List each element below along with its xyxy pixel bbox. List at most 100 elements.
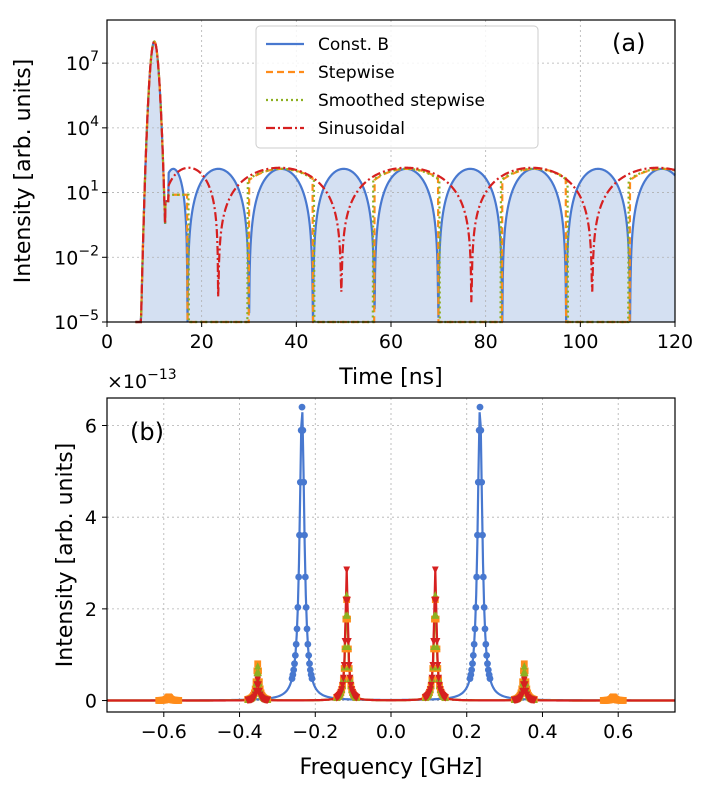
b-marker-const-b: [291, 660, 298, 668]
b-x-tick-label: −0.6: [141, 721, 187, 743]
b-marker-const-b: [468, 666, 476, 674]
b-marker-const-b: [481, 625, 489, 633]
b-marker-const-b: [304, 640, 312, 648]
b-markers-const-b: [288, 403, 494, 682]
b-marker-sinusoidal: [255, 687, 263, 696]
b-marker-stepwise: [175, 697, 183, 704]
b-marker-const-b: [295, 573, 303, 581]
b-marker-const-b: [484, 660, 491, 668]
b-marker-sinusoidal: [343, 566, 351, 574]
b-marker-const-b: [302, 603, 310, 611]
b-marker-sinusoidal: [353, 694, 361, 702]
b-marker-sinusoidal: [431, 566, 439, 574]
b-x-tick-label: −0.4: [216, 721, 262, 743]
legend-label-const-b: Const. B: [318, 35, 389, 55]
b-x-tick-label: 0.6: [603, 721, 633, 743]
b-marker-sinusoidal: [520, 676, 528, 684]
panel-b: −0.6 −0.4 −0.2 0.0 0.2 0.4 0.6 0 2 4 6 Frequency …: [53, 367, 676, 780]
b-marker-stepwise: [344, 615, 351, 623]
b-x-tick-label: 0.2: [452, 721, 482, 743]
b-marker-sinusoidal: [339, 674, 347, 683]
b-marker-const-b: [479, 573, 487, 581]
b-series-markers: [155, 403, 627, 705]
legend-label-smoothed-stepwise: Smoothed stepwise: [318, 91, 485, 111]
b-marker-const-b: [291, 651, 299, 659]
b-marker-smoothed-stepwise: [254, 662, 262, 670]
a-x-tick-label: 0: [101, 331, 113, 353]
a-y-tick-label: 107: [66, 49, 99, 75]
b-marker-smoothed-stepwise: [344, 642, 352, 650]
b-marker-const-b: [480, 603, 488, 611]
b-marker-sinusoidal: [433, 637, 441, 646]
b-marker-const-b: [306, 660, 313, 668]
b-marker-const-b: [478, 478, 486, 486]
a-x-tick-label: 120: [657, 331, 693, 353]
b-marker-sinusoidal: [441, 694, 449, 702]
b-y-tick-label: 0: [85, 691, 97, 713]
b-marker-const-b: [483, 651, 491, 659]
b-marker-sinusoidal: [428, 674, 436, 683]
b-marker-const-b: [305, 651, 313, 659]
b-marker-sinusoidal: [522, 687, 530, 696]
b-marker-const-b: [482, 640, 490, 648]
b-marker-const-b: [308, 675, 316, 682]
b-marker-sinusoidal: [427, 681, 435, 690]
b-marker-sinusoidal: [518, 691, 526, 699]
b-marker-smoothed-stepwise: [344, 611, 351, 619]
b-marker-const-b: [477, 426, 485, 434]
b-markers-sinusoidal: [244, 566, 538, 705]
a-y-ticks: 10−5 10−2 101 104 107: [54, 49, 107, 334]
b-x-ticks: −0.6 −0.4 −0.2 0.0 0.2 0.4 0.6: [141, 712, 633, 743]
b-marker-sinusoidal: [264, 696, 272, 705]
b-marker-const-b: [476, 403, 484, 411]
b-marker-const-b: [301, 573, 309, 581]
b-marker-const-b: [474, 531, 481, 539]
b-marker-const-b: [469, 660, 476, 668]
b-offset-text: ×10−13: [107, 367, 177, 393]
a-x-tick-label: 100: [562, 331, 598, 353]
b-marker-smoothed-stepwise: [521, 668, 529, 677]
series-line-sinusoidal: [135, 40, 676, 324]
b-marker-const-b: [469, 651, 477, 659]
b-marker-sinusoidal: [339, 681, 346, 690]
a-x-ticks: 0 20 40 60 80 100 120: [101, 322, 693, 353]
a-y-axis-label: Intensity [arb. units]: [11, 59, 36, 283]
b-x-axis-label: Frequency [GHz]: [300, 755, 483, 780]
b-marker-sinusoidal: [255, 681, 262, 689]
b-marker-const-b: [298, 403, 306, 411]
b-marker-const-b: [471, 625, 479, 633]
b-marker-sinusoidal: [344, 596, 351, 605]
a-y-tick-label: 104: [66, 114, 99, 140]
legend-label-stepwise: Stepwise: [318, 63, 395, 83]
b-marker-smoothed-stepwise: [520, 662, 528, 670]
a-x-tick-label: 80: [474, 331, 498, 353]
b-marker-sinusoidal: [429, 661, 437, 670]
b-marker-sinusoidal: [426, 686, 434, 694]
b-panel-label: (b): [130, 418, 164, 446]
b-x-tick-label: −0.2: [292, 721, 338, 743]
b-y-tick-label: 6: [85, 416, 97, 438]
b-marker-sinusoidal: [347, 681, 355, 690]
panel-a: 0 20 40 60 80 100 120 10−5 10−2 101 104 107 Time […: [11, 19, 693, 390]
b-y-tick-label: 2: [85, 599, 97, 621]
b-marker-smoothed-stepwise: [255, 668, 262, 677]
b-marker-const-b: [473, 573, 481, 581]
a-x-tick-label: 60: [379, 331, 403, 353]
b-marker-sinusoidal: [340, 662, 348, 670]
b-marker-sinusoidal: [344, 637, 352, 646]
b-marker-sinusoidal: [432, 596, 440, 605]
b-marker-const-b: [486, 675, 494, 682]
legend-box: [255, 25, 539, 149]
b-marker-const-b: [293, 625, 301, 633]
a-x-tick-label: 20: [190, 331, 214, 353]
b-markers-stepwise: [155, 596, 627, 704]
b-y-ticks: 0 2 4 6: [85, 416, 107, 713]
a-fill-layer: [135, 41, 675, 322]
b-marker-sinusoidal: [435, 674, 443, 683]
const-b-fill: [135, 41, 675, 322]
b-marker-stepwise: [619, 697, 627, 704]
a-x-tick-label: 40: [284, 331, 308, 353]
b-marker-smoothed-stepwise: [431, 591, 439, 599]
b-x-tick-label: 0.0: [376, 721, 406, 743]
b-marker-const-b: [301, 531, 308, 539]
